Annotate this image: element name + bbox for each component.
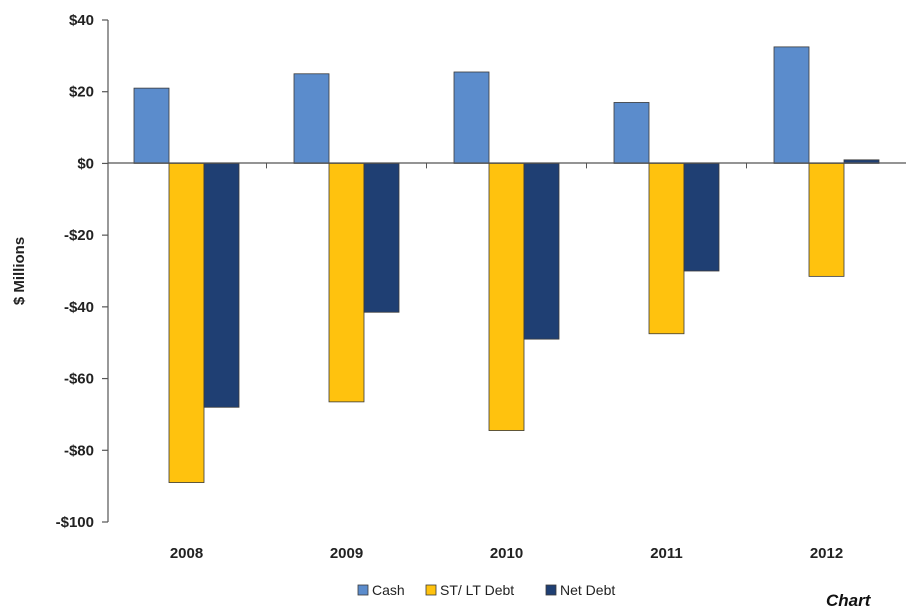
corner-caption: Chart — [826, 591, 872, 608]
bar-cash-2011 — [613, 102, 650, 164]
bar-net-debt-2008 — [203, 163, 240, 408]
legend-swatch-cash — [357, 584, 369, 596]
bar-cash-2010 — [453, 71, 490, 164]
x-tick-label: 2008 — [170, 545, 203, 562]
y-tick-label: -$100 — [56, 514, 94, 531]
legend-label-cash: Cash — [372, 582, 405, 598]
y-tick-label: -$80 — [64, 442, 94, 459]
y-axis-label: $ Millions — [11, 237, 28, 305]
bar-st-lt-debt-2009 — [328, 163, 365, 403]
x-ticks-layer: 2008 2009 2010 2011 2012 — [170, 163, 843, 562]
bar-st-lt-debt-2011 — [648, 163, 685, 335]
y-tick-label: -$60 — [64, 371, 94, 388]
bar-st-lt-debt-2010 — [488, 163, 525, 431]
legend-label-st-lt-debt: ST/ LT Debt — [440, 582, 514, 598]
x-tick-label: 2011 — [650, 545, 683, 562]
bar-cash-2008 — [133, 87, 170, 164]
y-tick-label: -$20 — [64, 227, 94, 244]
bar-net-debt-2010 — [523, 163, 560, 340]
bar-net-debt-2009 — [363, 163, 400, 313]
bars-layer — [133, 46, 880, 483]
y-tick-label: -$40 — [64, 299, 94, 316]
bar-st-lt-debt-2008 — [168, 163, 205, 483]
y-tick-label: $0 — [77, 155, 94, 172]
x-tick-label: 2009 — [330, 545, 363, 562]
bar-net-debt-2011 — [683, 163, 720, 272]
y-tick-label: $40 — [69, 12, 94, 29]
legend-swatch-st-lt-debt — [425, 584, 437, 596]
bar-st-lt-debt-2012 — [808, 163, 845, 277]
legend: Cash ST/ LT Debt Net Debt — [357, 582, 615, 598]
x-tick-label: 2010 — [490, 545, 523, 562]
bar-cash-2012 — [773, 46, 810, 164]
y-tick-label: $20 — [69, 84, 94, 101]
y-ticks-layer: $40 $20 $0 -$20 -$40 -$60 -$80 -$100 — [56, 12, 108, 531]
x-tick-label: 2012 — [810, 545, 843, 562]
legend-swatch-net-debt — [545, 584, 557, 596]
legend-label-net-debt: Net Debt — [560, 582, 615, 598]
bar-cash-2009 — [293, 73, 330, 164]
